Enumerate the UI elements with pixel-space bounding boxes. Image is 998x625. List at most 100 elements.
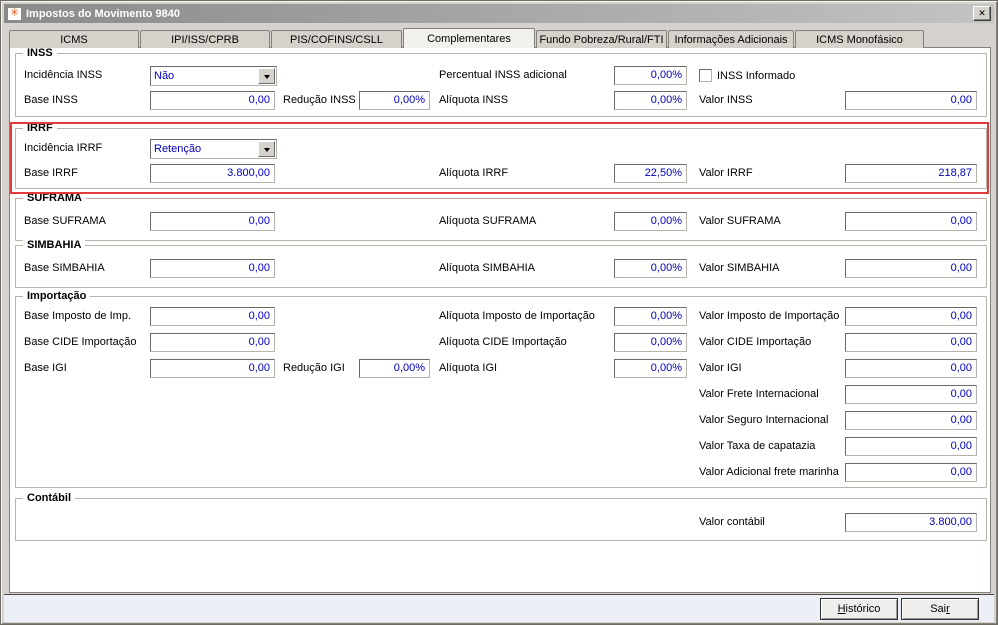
tab-pis-cofins-csll[interactable]: PIS/COFINS/CSLL: [271, 30, 402, 48]
valor-adicional-frete-marinha-label: Valor Adicional frete marinha: [699, 466, 839, 478]
aliquota-inss-input[interactable]: 0,00%: [614, 91, 687, 110]
checkbox-icon[interactable]: [699, 69, 712, 82]
aliquota-igi-input[interactable]: 0,00%: [614, 359, 687, 378]
groupbox-suframa-title: SUFRAMA: [23, 191, 86, 205]
percentual-inss-adicional-label: Percentual INSS adicional: [439, 69, 567, 81]
reducao-inss-input[interactable]: 0,00%: [359, 91, 430, 110]
valor-igi-label: Valor IGI: [699, 362, 742, 374]
groupbox-simbahia-title: SIMBAHIA: [23, 238, 86, 252]
reducao-inss-label: Redução INSS: [283, 94, 356, 106]
valor-suframa-label: Valor SUFRAMA: [699, 215, 781, 227]
tab-fundo-pobreza-rural-fti[interactable]: Fundo Pobreza/Rural/FTI: [536, 30, 667, 48]
aliquota-imposto-importacao-label: Alíquota Imposto de Importação: [439, 310, 595, 322]
valor-simbahia-label: Valor SIMBAHIA: [699, 262, 780, 274]
valor-imposto-importacao-label: Valor Imposto de Importação: [699, 310, 840, 322]
incidencia-irrf-label: Incidência IRRF: [24, 142, 103, 154]
base-inss-label: Base INSS: [24, 94, 78, 106]
app-icon: ✳: [7, 6, 22, 21]
percentual-inss-adicional-input[interactable]: 0,00%: [614, 66, 687, 85]
aliquota-imposto-importacao-input[interactable]: 0,00%: [614, 307, 687, 326]
valor-suframa-input[interactable]: 0,00: [845, 212, 977, 231]
reducao-igi-input[interactable]: 0,00%: [359, 359, 430, 378]
base-cide-importacao-input[interactable]: 0,00: [150, 333, 275, 352]
valor-cide-importacao-label: Valor CIDE Importação: [699, 336, 812, 348]
tab-ipi-iss-cprb[interactable]: IPI/ISS/CPRB: [140, 30, 270, 48]
valor-irrf-input[interactable]: 218,87: [845, 164, 977, 183]
valor-cide-importacao-input[interactable]: 0,00: [845, 333, 977, 352]
groupbox-inss-title: INSS: [23, 46, 57, 60]
aliquota-suframa-label: Alíquota SUFRAMA: [439, 215, 537, 227]
base-simbahia-input[interactable]: 0,00: [150, 259, 275, 278]
tab-informacoes-adicionais[interactable]: Informações Adicionais: [668, 30, 794, 48]
valor-simbahia-input[interactable]: 0,00: [845, 259, 977, 278]
aliquota-cide-importacao-input[interactable]: 0,00%: [614, 333, 687, 352]
close-icon: ✕: [978, 8, 986, 18]
chevron-down-icon: [263, 74, 270, 82]
aliquota-igi-label: Alíquota IGI: [439, 362, 498, 374]
valor-taxa-capatazia-input[interactable]: 0,00: [845, 437, 977, 456]
aliquota-simbahia-input[interactable]: 0,00%: [614, 259, 687, 278]
chevron-down-icon[interactable]: [258, 68, 275, 84]
base-igi-label: Base IGI: [24, 362, 67, 374]
sair-button[interactable]: Sair: [901, 597, 979, 620]
tab-bar: ICMS IPI/ISS/CPRB PIS/COFINS/CSLL Comple…: [9, 28, 925, 48]
reducao-igi-label: Redução IGI: [283, 362, 345, 374]
valor-imposto-importacao-input[interactable]: 0,00: [845, 307, 977, 326]
incidencia-inss-value: Não: [154, 70, 175, 82]
chevron-down-icon[interactable]: [258, 141, 275, 157]
titlebar[interactable]: ✳ Impostos do Movimento 9840 ✕: [4, 4, 994, 23]
window-title: Impostos do Movimento 9840: [26, 7, 181, 20]
aliquota-cide-importacao-label: Alíquota CIDE Importação: [439, 336, 567, 348]
valor-igi-input[interactable]: 0,00: [845, 359, 977, 378]
tab-icms[interactable]: ICMS: [9, 30, 139, 48]
base-imposto-importacao-label: Base Imposto de Imp.: [24, 310, 131, 322]
groupbox-contabil-title: Contábil: [23, 491, 75, 505]
tab-page-complementares: INSS Incidência INSS Não Percentual INSS…: [9, 46, 991, 593]
aliquota-irrf-label: Alíquota IRRF: [439, 167, 509, 179]
incidencia-irrf-select[interactable]: Retenção: [150, 139, 277, 159]
footer-bar: Histórico Sair: [4, 594, 994, 622]
base-cide-importacao-label: Base CIDE Importação: [24, 336, 137, 348]
valor-irrf-label: Valor IRRF: [699, 167, 753, 179]
valor-inss-input[interactable]: 0,00: [845, 91, 977, 110]
groupbox-inss: INSS Incidência INSS Não Percentual INSS…: [15, 46, 987, 117]
base-imposto-importacao-input[interactable]: 0,00: [150, 307, 275, 326]
valor-seguro-internacional-label: Valor Seguro Internacional: [699, 414, 829, 426]
valor-seguro-internacional-input[interactable]: 0,00: [845, 411, 977, 430]
valor-contabil-input[interactable]: 3.800,00: [845, 513, 977, 532]
valor-frete-internacional-input[interactable]: 0,00: [845, 385, 977, 404]
incidencia-irrf-value: Retenção: [154, 143, 202, 155]
base-irrf-label: Base IRRF: [24, 167, 78, 179]
aliquota-inss-label: Alíquota INSS: [439, 94, 509, 106]
aliquota-suframa-input[interactable]: 0,00%: [614, 212, 687, 231]
inss-informado-label: INSS Informado: [717, 69, 796, 82]
base-suframa-input[interactable]: 0,00: [150, 212, 275, 231]
aliquota-simbahia-label: Alíquota SIMBAHIA: [439, 262, 535, 274]
close-button[interactable]: ✕: [973, 6, 991, 21]
groupbox-irrf-title: IRRF: [23, 121, 57, 135]
groupbox-importacao-title: Importação: [23, 289, 91, 303]
base-irrf-input[interactable]: 3.800,00: [150, 164, 275, 183]
tab-complementares[interactable]: Complementares: [403, 28, 535, 48]
historico-button[interactable]: Histórico: [820, 597, 898, 620]
chevron-down-icon: [263, 147, 270, 155]
inss-informado-checkbox[interactable]: INSS Informado: [699, 66, 795, 85]
base-simbahia-label: Base SIMBAHIA: [24, 262, 105, 274]
valor-inss-label: Valor INSS: [699, 94, 753, 106]
historico-button-label: Histórico: [837, 602, 881, 615]
aliquota-irrf-input[interactable]: 22,50%: [614, 164, 687, 183]
base-inss-input[interactable]: 0,00: [150, 91, 275, 110]
groupbox-contabil: Contábil Valor contábil 3.800,00: [15, 491, 987, 541]
tab-icms-monofasico[interactable]: ICMS Monofásico: [795, 30, 924, 48]
incidencia-inss-label: Incidência INSS: [24, 69, 103, 81]
base-igi-input[interactable]: 0,00: [150, 359, 275, 378]
valor-adicional-frete-marinha-input[interactable]: 0,00: [845, 463, 977, 482]
base-suframa-label: Base SUFRAMA: [24, 215, 106, 227]
incidencia-inss-select[interactable]: Não: [150, 66, 277, 86]
groupbox-simbahia: SIMBAHIA Base SIMBAHIA 0,00 Alíquota SIM…: [15, 238, 987, 288]
groupbox-importacao: Importação Base Imposto de Imp. 0,00 Alí…: [15, 289, 987, 488]
sair-button-label: Sair: [930, 602, 950, 615]
groupbox-irrf: IRRF Incidência IRRF Retenção Base IRRF …: [15, 121, 987, 189]
groupbox-suframa: SUFRAMA Base SUFRAMA 0,00 Alíquota SUFRA…: [15, 191, 987, 241]
